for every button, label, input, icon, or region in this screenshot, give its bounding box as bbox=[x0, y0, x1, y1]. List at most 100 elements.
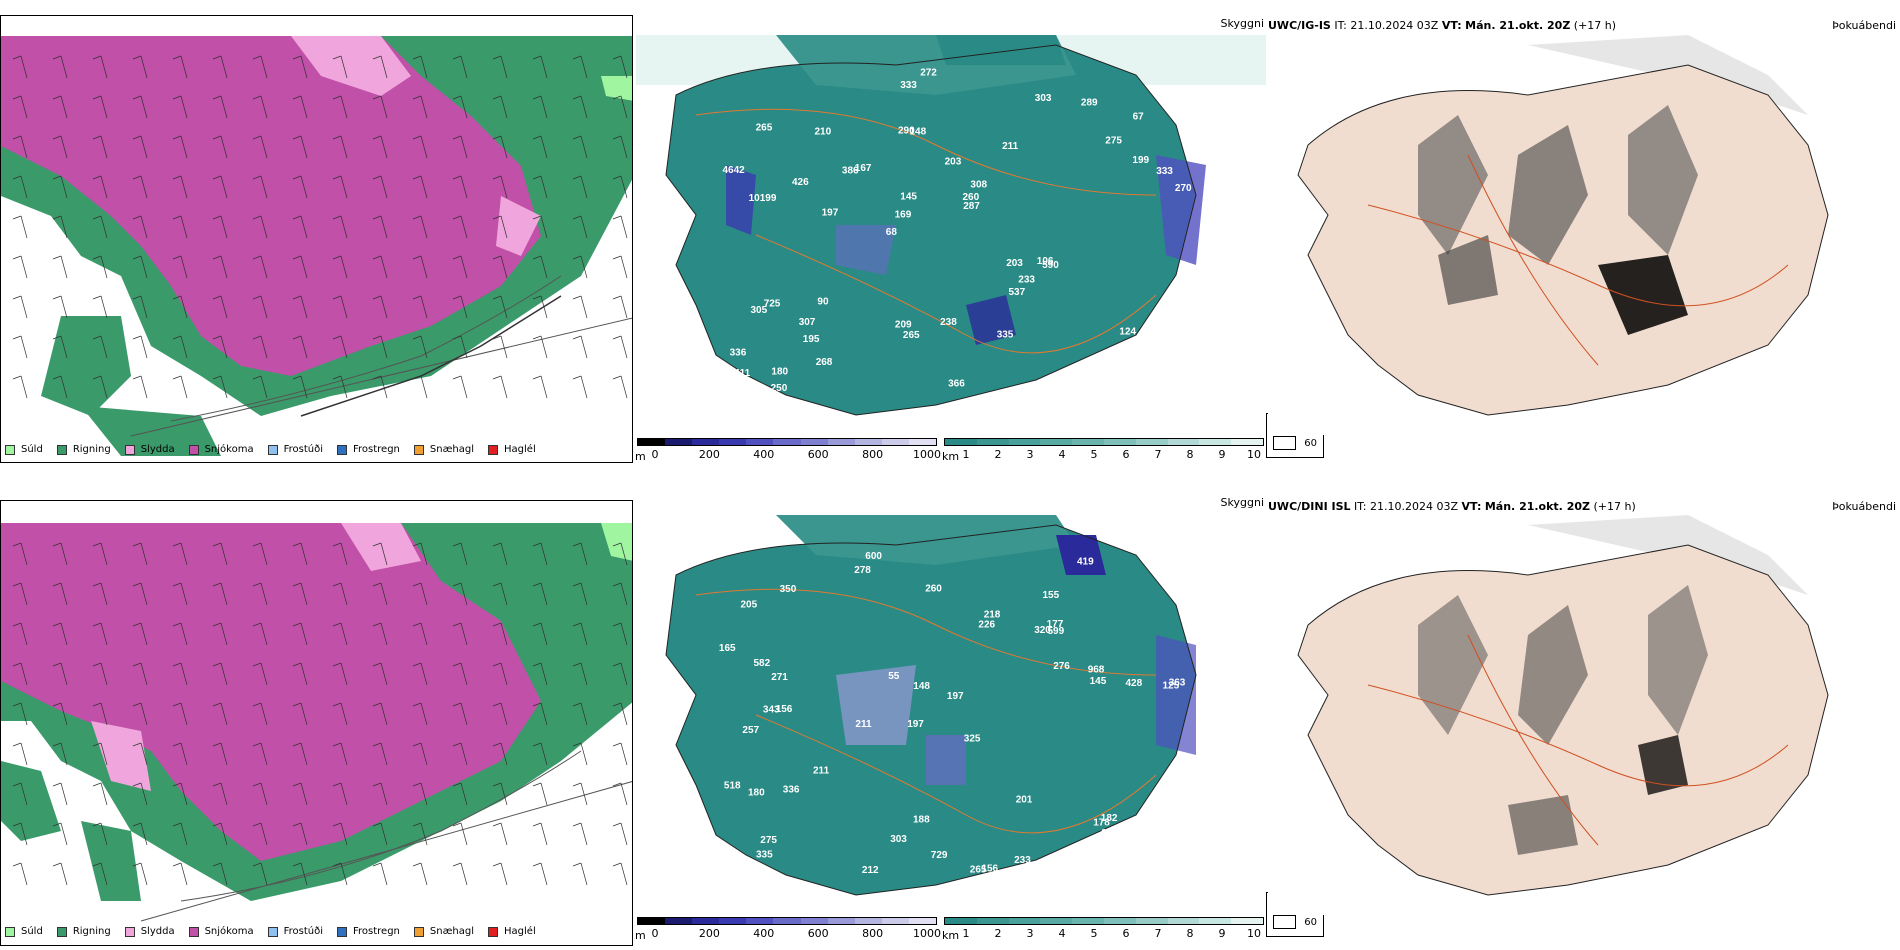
visibility-colorbar-top: 1 2 3 4 5 6 7 8 9 10 km bbox=[942, 438, 1264, 463]
wind-barb bbox=[540, 542, 548, 566]
wind-barb bbox=[500, 862, 508, 886]
wind-barb bbox=[140, 255, 148, 279]
wind-barb bbox=[500, 742, 508, 766]
wind-barb bbox=[340, 255, 348, 279]
wind-barb bbox=[180, 742, 188, 766]
legend-label: Rigning bbox=[72, 444, 111, 455]
colorbar-cell bbox=[719, 918, 747, 924]
wind-barb bbox=[20, 335, 28, 359]
wind-barb bbox=[100, 215, 108, 239]
ceiling-label: 125 bbox=[1163, 681, 1180, 692]
wind-barb bbox=[260, 375, 268, 399]
wind-barb bbox=[460, 622, 468, 646]
ceiling-label: 343 bbox=[763, 705, 780, 716]
wind-barb bbox=[500, 782, 508, 806]
wind-barb bbox=[140, 135, 148, 159]
ceiling-label: 411 bbox=[734, 368, 751, 379]
ceiling-label: 229 bbox=[731, 378, 748, 389]
wind-barb bbox=[340, 175, 348, 199]
wind-barb bbox=[340, 782, 348, 806]
wind-barb bbox=[260, 622, 268, 646]
ceiling-label: 305 bbox=[751, 305, 768, 316]
wind-barb bbox=[100, 175, 108, 199]
wind-barb bbox=[220, 55, 228, 79]
wind-barb bbox=[620, 542, 628, 566]
wind-barb bbox=[460, 95, 468, 119]
wind-barb bbox=[620, 862, 628, 886]
wind-barb bbox=[460, 582, 468, 606]
legend-swatch bbox=[124, 444, 135, 455]
colorbar-tick: 9 bbox=[1218, 927, 1226, 940]
ceiling-label: 600 bbox=[865, 551, 882, 562]
ceiling-label: 238 bbox=[940, 317, 957, 328]
wind-barb bbox=[580, 215, 588, 239]
wind-barb bbox=[180, 175, 188, 199]
wind-barb bbox=[260, 95, 268, 119]
snow-area bbox=[1, 36, 541, 376]
legend-swatch bbox=[337, 444, 347, 455]
wind-barb bbox=[220, 862, 228, 886]
ceiling-label: 290 bbox=[898, 125, 915, 136]
legend-label: Frostregn bbox=[353, 444, 400, 455]
wind-barb bbox=[180, 135, 188, 159]
ceiling-unit: m bbox=[635, 450, 646, 463]
ceiling-label: 968 bbox=[1088, 664, 1105, 675]
wind-barb bbox=[60, 742, 68, 766]
colorbar-tick: 1 bbox=[962, 448, 970, 461]
wind-barb bbox=[140, 782, 148, 806]
wind-barb bbox=[180, 542, 188, 566]
ceiling-label: 725 bbox=[764, 298, 781, 309]
ceiling-label: 145 bbox=[1090, 676, 1107, 687]
wind-barb bbox=[260, 175, 268, 199]
wind-barb bbox=[100, 702, 108, 726]
wind-barb bbox=[20, 215, 28, 239]
legend-item: Snjókoma bbox=[188, 926, 254, 937]
ceiling-label: 197 bbox=[947, 691, 964, 702]
wind-barb bbox=[100, 782, 108, 806]
ceiling-label: 233 bbox=[1018, 274, 1035, 285]
wind-barb bbox=[420, 862, 428, 886]
colorbar-cell bbox=[1103, 439, 1136, 445]
colorbar-cell bbox=[692, 439, 720, 445]
wind-barb bbox=[620, 255, 628, 279]
ceiling-label: 303 bbox=[890, 834, 907, 845]
fog-map-bottom bbox=[1268, 515, 1898, 915]
wind-barb bbox=[180, 782, 188, 806]
precip-type-map-top: Súld Rigning Slydda Snjókoma Frostúði Frostre… bbox=[0, 15, 633, 463]
wind-barb bbox=[420, 622, 428, 646]
wind-barb bbox=[420, 702, 428, 726]
ceiling-label: 67 bbox=[1133, 112, 1145, 123]
colorbar-cell bbox=[800, 918, 828, 924]
ceiling-label: 271 bbox=[771, 672, 788, 683]
wind-barb bbox=[260, 742, 268, 766]
colorbar-tick: 200 bbox=[698, 448, 720, 461]
colorbar-cell bbox=[976, 439, 1009, 445]
wind-barb bbox=[580, 582, 588, 606]
legend-label: Súld bbox=[21, 926, 43, 937]
wind-barb bbox=[20, 622, 28, 646]
legend-label: Snjókoma bbox=[204, 926, 254, 937]
wind-barb bbox=[260, 582, 268, 606]
ceiling-label: 177 bbox=[1047, 619, 1064, 630]
legend-label: Snæhagl bbox=[429, 444, 475, 455]
visibility-unit: km bbox=[942, 929, 960, 942]
colorbar-cell bbox=[1167, 918, 1200, 924]
wind-barb bbox=[460, 215, 468, 239]
legend-label: Haglél bbox=[504, 444, 536, 455]
precip-type-map-svg bbox=[1, 523, 632, 922]
ceiling-label: 210 bbox=[815, 127, 832, 138]
wind-barb bbox=[460, 702, 468, 726]
wind-barb bbox=[220, 702, 228, 726]
ceiling-label: 599 bbox=[1048, 626, 1065, 637]
ceiling-label: 289 bbox=[1081, 98, 1098, 109]
wind-barb bbox=[540, 55, 548, 79]
wind-barb bbox=[100, 622, 108, 646]
ceiling-label: 178 bbox=[1093, 817, 1110, 828]
colorbar-cell bbox=[665, 918, 693, 924]
wind-barb bbox=[380, 55, 388, 79]
wind-barb bbox=[180, 255, 188, 279]
ceiling-label: 156 bbox=[776, 704, 793, 715]
model-name: UWC/DINI ISL bbox=[1268, 500, 1351, 513]
wind-barb bbox=[60, 335, 68, 359]
wind-barb bbox=[500, 582, 508, 606]
